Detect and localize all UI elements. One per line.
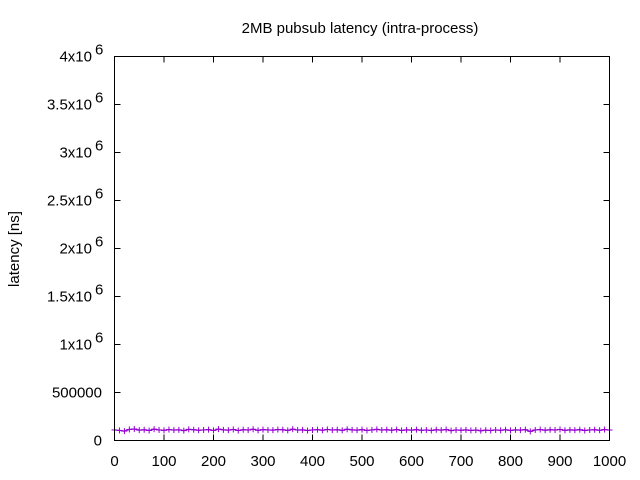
series-band	[114, 428, 610, 433]
y-axis-label: latency [ns]	[6, 211, 23, 287]
data-points	[111, 425, 613, 435]
y-tick-exponent: 6	[95, 330, 103, 347]
x-tick-label: 800	[498, 453, 523, 470]
axis-ticks: 0 100 200 300 400 500 600 700 800 900 1000 0 500000 1…	[47, 42, 626, 471]
plot-frame	[114, 56, 610, 441]
x-tick-label: 900	[547, 453, 572, 470]
y-tick-exponent: 6	[95, 186, 103, 203]
x-tick-label: 1000	[593, 453, 626, 470]
y-tick-label: 3.5x10	[47, 97, 92, 114]
y-tick-exponent: 6	[95, 138, 103, 155]
y-tick-exponent: 6	[95, 234, 103, 251]
x-tick-label: 600	[399, 453, 424, 470]
y-tick-label: 500000	[52, 385, 102, 402]
y-tick-label: 0	[94, 433, 102, 450]
y-tick-label: 1x10	[59, 337, 92, 354]
y-tick-label: 2.5x10	[47, 193, 92, 210]
y-tick-exponent: 6	[95, 90, 103, 107]
x-tick-label: 200	[201, 453, 226, 470]
x-tick-label: 400	[300, 453, 325, 470]
chart-title: 2MB pubsub latency (intra-process)	[242, 20, 479, 37]
y-tick-label: 3x10	[59, 145, 92, 162]
x-tick-label: 300	[250, 453, 275, 470]
y-tick-label: 4x10	[59, 49, 92, 66]
x-tick-label: 500	[349, 453, 374, 470]
y-tick-label: 1.5x10	[47, 289, 92, 306]
y-tick-label: 2x10	[59, 241, 92, 258]
y-tick-exponent: 6	[95, 282, 103, 299]
x-tick-label: 100	[151, 453, 176, 470]
y-tick-exponent: 6	[95, 42, 103, 59]
x-tick-label: 0	[110, 453, 118, 470]
x-tick-label: 700	[448, 453, 473, 470]
